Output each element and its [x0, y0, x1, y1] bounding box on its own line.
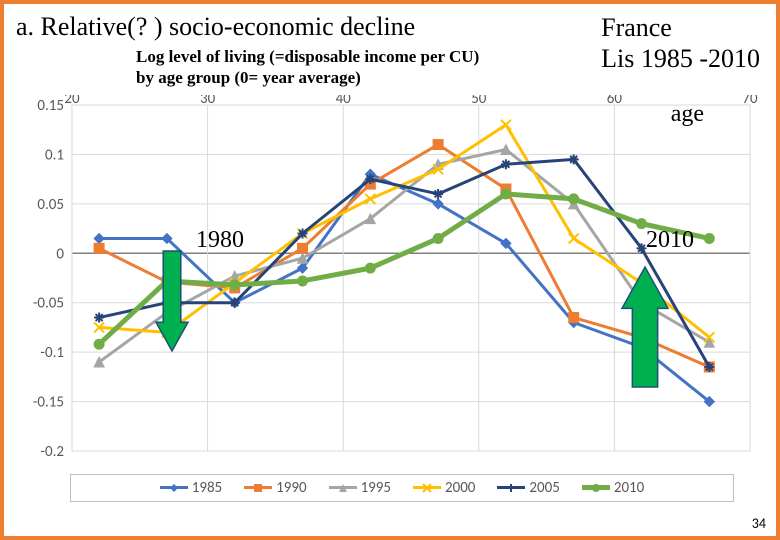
page-number: 34: [752, 515, 766, 532]
legend-swatch-1985: [160, 486, 188, 489]
chart-subtitle: Log level of living (=disposable income …: [136, 46, 601, 89]
year-1980-annotation: 1980: [196, 227, 244, 254]
legend-swatch-1995: [329, 486, 357, 489]
legend-swatch-1990: [244, 486, 272, 489]
legend-label-1985: 1985: [192, 479, 222, 497]
legend-swatch-2000: [413, 486, 441, 489]
svg-text:-0.2: -0.2: [40, 443, 64, 461]
svg-text:50: 50: [471, 95, 487, 108]
legend-item-1995: 1995: [329, 479, 391, 497]
svg-text:-0.05: -0.05: [33, 294, 64, 312]
svg-text:0.1: 0.1: [45, 146, 64, 164]
section-title: a. Relative(? ) socio-economic decline: [16, 12, 601, 42]
header-row: a. Relative(? ) socio-economic decline L…: [16, 12, 764, 89]
line-chart: -0.2 -0.15 -0.1 -0.05 0 0.05 0.1 0.1520 30 40 50 60…: [16, 95, 768, 465]
country-label: France: [601, 13, 672, 42]
svg-text:30: 30: [200, 95, 216, 108]
legend-item-2010: 2010: [582, 479, 644, 497]
legend-item-1985: 1985: [160, 479, 222, 497]
svg-text:60: 60: [607, 95, 623, 108]
slide-frame: a. Relative(? ) socio-economic decline L…: [0, 0, 780, 540]
legend-label-2000: 2000: [445, 479, 475, 497]
legend-label-2010: 2010: [614, 479, 644, 497]
legend-swatch-2005: [497, 486, 525, 489]
header-right: France Lis 1985 -2010: [601, 12, 764, 74]
svg-text:40: 40: [336, 95, 352, 108]
svg-text:70: 70: [742, 95, 758, 108]
svg-text:-0.1: -0.1: [40, 344, 64, 362]
legend-label-1995: 1995: [361, 479, 391, 497]
period-label: Lis 1985 -2010: [601, 44, 760, 73]
svg-text:0: 0: [56, 245, 64, 263]
legend-label-2005: 2005: [529, 479, 559, 497]
legend-item-2000: 2000: [413, 479, 475, 497]
legend-item-2005: 2005: [497, 479, 559, 497]
subtitle-line-2: by age group (0= year average): [136, 68, 361, 87]
age-annotation: age: [671, 101, 704, 128]
header-left: a. Relative(? ) socio-economic decline L…: [16, 12, 601, 89]
legend-label-1990: 1990: [276, 479, 306, 497]
year-2010-annotation: 2010: [646, 227, 694, 254]
chart-legend: 1985 1990 1995 2000 2005 2010: [70, 474, 734, 502]
svg-text:20: 20: [64, 95, 80, 108]
chart-container: -0.2 -0.15 -0.1 -0.05 0 0.05 0.1 0.1520 30 40 50 60…: [16, 95, 764, 470]
svg-text:0.15: 0.15: [37, 97, 64, 115]
legend-item-1990: 1990: [244, 479, 306, 497]
legend-swatch-2010: [582, 485, 610, 490]
subtitle-line-1: Log level of living (=disposable income …: [136, 47, 479, 66]
svg-text:-0.15: -0.15: [33, 393, 64, 411]
svg-text:0.05: 0.05: [37, 195, 64, 213]
